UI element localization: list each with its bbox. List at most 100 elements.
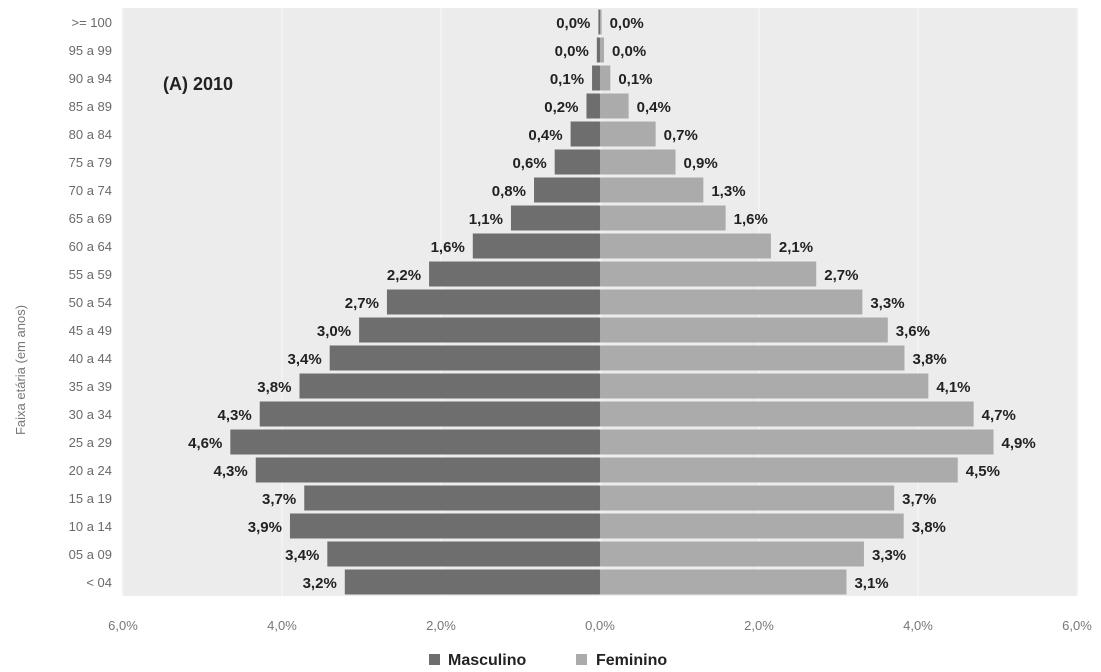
value-label-feminino: 1,3% bbox=[711, 183, 745, 200]
category-label: 35 a 39 bbox=[69, 379, 112, 394]
bar-feminino bbox=[600, 233, 771, 259]
bar-feminino bbox=[600, 93, 629, 119]
bar-feminino bbox=[600, 541, 864, 567]
category-label: 25 a 29 bbox=[69, 435, 112, 450]
category-label: 20 a 24 bbox=[69, 463, 112, 478]
x-tick-label: 4,0% bbox=[903, 618, 933, 633]
bar-feminino bbox=[600, 317, 888, 343]
bar-masculino bbox=[359, 317, 600, 343]
value-label-feminino: 4,1% bbox=[936, 379, 970, 396]
bar-masculino bbox=[230, 429, 600, 455]
legend-label-feminino: Feminino bbox=[596, 652, 667, 669]
bar-feminino bbox=[600, 345, 905, 371]
value-label-masculino: 0,8% bbox=[492, 183, 526, 200]
category-label: 60 a 64 bbox=[69, 239, 112, 254]
value-label-masculino: 2,7% bbox=[345, 295, 379, 312]
bar-masculino bbox=[386, 289, 600, 315]
x-tick-labels: 6,0% 4,0% 2,0% 0,0% 2,0% 4,0% 6,0% bbox=[108, 618, 1092, 633]
value-label-feminino: 3,1% bbox=[854, 575, 888, 592]
x-tick-label: 2,0% bbox=[744, 618, 774, 633]
y-axis-label: Faixa etária (em anos) bbox=[13, 305, 28, 435]
bar-masculino bbox=[554, 149, 600, 175]
bar-masculino bbox=[259, 401, 600, 427]
bar-masculino bbox=[289, 513, 600, 539]
bar-feminino bbox=[600, 289, 863, 315]
bar-feminino bbox=[600, 457, 958, 483]
value-label-masculino: 3,8% bbox=[257, 379, 291, 396]
value-label-masculino: 3,7% bbox=[262, 491, 296, 508]
value-label-feminino: 3,7% bbox=[902, 491, 936, 508]
value-label-feminino: 0,7% bbox=[664, 127, 698, 144]
bar-feminino bbox=[600, 401, 974, 427]
bar-masculino bbox=[596, 37, 600, 63]
value-label-feminino: 2,1% bbox=[779, 239, 813, 256]
bar-feminino bbox=[600, 569, 847, 595]
category-label: 50 a 54 bbox=[69, 295, 112, 310]
x-tick-label: 4,0% bbox=[267, 618, 297, 633]
value-label-masculino: 0,0% bbox=[555, 43, 589, 60]
value-label-feminino: 0,0% bbox=[612, 43, 646, 60]
bars-group bbox=[230, 9, 994, 595]
category-label: 45 a 49 bbox=[69, 323, 112, 338]
bar-feminino bbox=[600, 485, 895, 511]
category-label: 15 a 19 bbox=[69, 491, 112, 506]
category-label: 85 a 89 bbox=[69, 99, 112, 114]
bar-feminino bbox=[600, 513, 904, 539]
bar-masculino bbox=[429, 261, 600, 287]
value-label-feminino: 0,9% bbox=[684, 155, 718, 172]
value-label-masculino: 2,2% bbox=[387, 267, 421, 284]
value-label-feminino: 0,1% bbox=[618, 71, 652, 88]
legend: Masculino Feminino bbox=[429, 652, 667, 669]
category-label: 30 a 34 bbox=[69, 407, 112, 422]
value-label-masculino: 1,6% bbox=[431, 239, 465, 256]
value-label-feminino: 3,8% bbox=[912, 351, 946, 368]
bar-feminino bbox=[600, 9, 602, 35]
category-label: 90 a 94 bbox=[69, 71, 112, 86]
value-label-feminino: 4,7% bbox=[982, 407, 1016, 424]
value-label-masculino: 3,9% bbox=[248, 519, 282, 536]
value-label-feminino: 3,6% bbox=[896, 323, 930, 340]
bar-feminino bbox=[600, 65, 611, 91]
x-tick-label: 2,0% bbox=[426, 618, 456, 633]
bar-masculino bbox=[472, 233, 600, 259]
category-label: < 04 bbox=[86, 575, 112, 590]
category-label: 95 a 99 bbox=[69, 43, 112, 58]
category-label: 05 a 09 bbox=[69, 547, 112, 562]
value-label-feminino: 0,0% bbox=[610, 15, 644, 32]
value-label-masculino: 3,4% bbox=[287, 351, 321, 368]
legend-swatch-masculino bbox=[429, 654, 440, 665]
value-label-masculino: 3,4% bbox=[285, 547, 319, 564]
value-label-masculino: 0,1% bbox=[550, 71, 584, 88]
bar-masculino bbox=[586, 93, 600, 119]
category-label: >= 100 bbox=[72, 15, 113, 30]
category-label: 55 a 59 bbox=[69, 267, 112, 282]
value-label-masculino: 4,3% bbox=[218, 407, 252, 424]
value-label-feminino: 4,9% bbox=[1002, 435, 1036, 452]
bar-feminino bbox=[600, 177, 704, 203]
bar-feminino bbox=[600, 121, 656, 147]
value-label-masculino: 0,6% bbox=[512, 155, 546, 172]
category-label: 75 a 79 bbox=[69, 155, 112, 170]
x-tick-label: 6,0% bbox=[1062, 618, 1092, 633]
value-label-masculino: 4,3% bbox=[214, 463, 248, 480]
value-label-feminino: 4,5% bbox=[966, 463, 1000, 480]
bar-masculino bbox=[344, 569, 600, 595]
value-label-feminino: 1,6% bbox=[734, 211, 768, 228]
value-label-masculino: 3,0% bbox=[317, 323, 351, 340]
value-label-masculino: 0,2% bbox=[544, 99, 578, 116]
bar-masculino bbox=[592, 65, 600, 91]
bar-masculino bbox=[598, 9, 600, 35]
bar-masculino bbox=[327, 541, 600, 567]
x-tick-label: 0,0% bbox=[585, 618, 615, 633]
value-label-feminino: 2,7% bbox=[824, 267, 858, 284]
bar-masculino bbox=[255, 457, 600, 483]
bar-feminino bbox=[600, 37, 604, 63]
bar-masculino bbox=[299, 373, 600, 399]
bar-feminino bbox=[600, 429, 994, 455]
bar-feminino bbox=[600, 149, 676, 175]
value-labels: 0,0% 0,0% 0,0% 0,0% 0,1% 0,1% 0,2% 0,4% 0,4% 0,7%… bbox=[188, 15, 1036, 592]
bar-masculino bbox=[304, 485, 600, 511]
value-label-feminino: 0,4% bbox=[637, 99, 671, 116]
bar-feminino bbox=[600, 261, 817, 287]
